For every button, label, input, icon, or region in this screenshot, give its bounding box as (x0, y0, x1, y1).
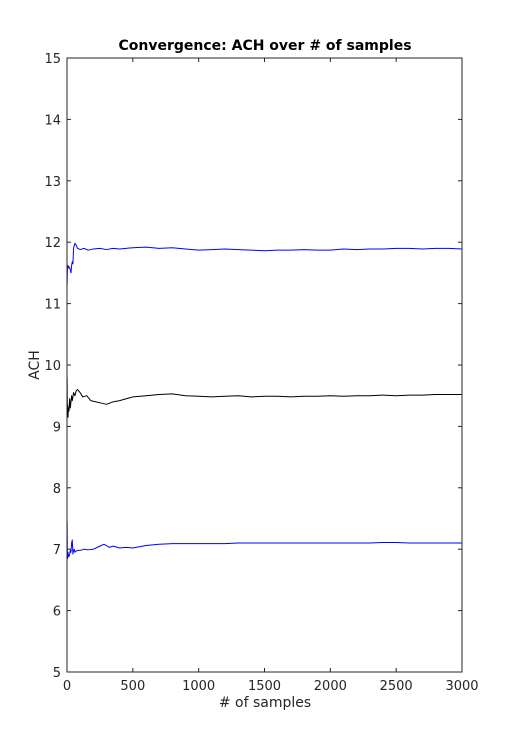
x-tick-label: 3000 (445, 679, 478, 694)
series-line-1 (66, 242, 463, 286)
y-tick-label: 9 (53, 420, 61, 435)
y-tick-label: 5 (53, 666, 61, 681)
x-tick-label: 0 (63, 679, 71, 694)
plot-area (66, 242, 463, 559)
y-tick-label: 6 (53, 605, 61, 620)
x-tick-label: 2500 (380, 679, 413, 694)
x-tick-label: 2000 (314, 679, 347, 694)
x-tick-label: 1500 (248, 679, 281, 694)
y-tick-label: 7 (53, 543, 61, 558)
y-tick-label: 14 (44, 113, 61, 128)
x-tick-label: 500 (120, 679, 145, 694)
series-line-2 (66, 377, 462, 418)
y-tick-label: 12 (44, 236, 61, 251)
chart-title: Convergence: ACH over # of samples (118, 38, 411, 54)
y-tick-label: 10 (44, 359, 61, 374)
y-tick-label: 15 (44, 52, 61, 67)
y-tick-label: 13 (44, 175, 61, 190)
y-tick-label: 8 (53, 482, 61, 497)
x-axis-label: # of samples (219, 695, 311, 711)
y-axis-label: ACH (27, 350, 43, 380)
x-tick-label: 1000 (182, 679, 215, 694)
axes-box (66, 57, 463, 673)
axes: 0 500 1000 1500 2000 2500 3000 5 6 7 8 9 10 11 12 13 14 1… (44, 52, 478, 694)
series-line-3 (66, 521, 462, 559)
y-tick-label: 11 (44, 298, 61, 313)
